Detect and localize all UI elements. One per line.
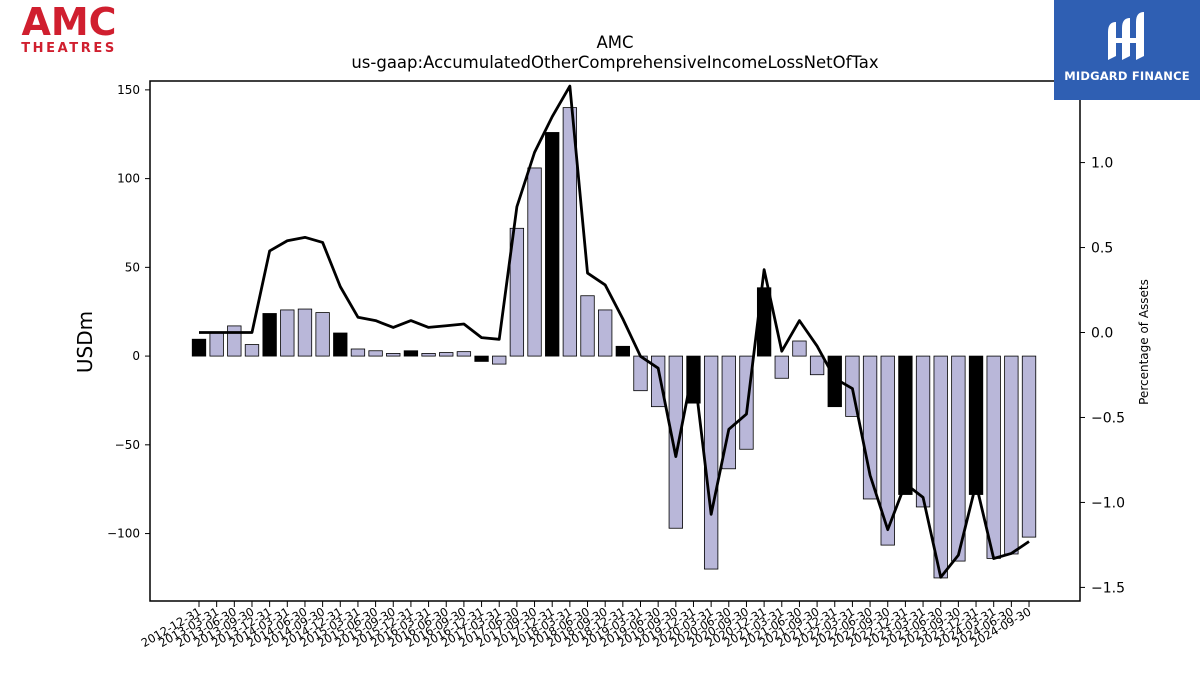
bar-2023-03-31 bbox=[915, 355, 931, 508]
bar-2017-06-30 bbox=[509, 227, 525, 357]
bar-2013-03-31 bbox=[209, 331, 224, 357]
bar-2017-09-30 bbox=[527, 167, 542, 357]
bar-2015-12-31 bbox=[403, 350, 419, 357]
amc-logo-wordmark: AMC bbox=[21, 4, 116, 44]
bar-2016-06-30 bbox=[439, 352, 454, 357]
bar-2019-06-30 bbox=[651, 355, 666, 408]
bar-2012-12-31 bbox=[191, 338, 207, 357]
bar-2018-03-31 bbox=[562, 107, 578, 357]
bar-2016-12-31 bbox=[474, 355, 489, 362]
bar-2016-03-31 bbox=[421, 353, 436, 357]
amc-logo-subtitle: THEATRES bbox=[21, 41, 117, 56]
y2-axis-label: Percentage of Assets bbox=[1137, 279, 1151, 405]
bar-2024-09-30 bbox=[1021, 355, 1037, 538]
bar-2021-09-30 bbox=[809, 355, 825, 376]
midgard-finance-logo: MIDGARD FINANCE bbox=[1054, 0, 1200, 100]
axes: 150100500−50−1001.00.50.0−0.5−1.0−1.5201… bbox=[107, 83, 1125, 650]
percentage-line bbox=[199, 84, 1030, 579]
bar-2020-03-31 bbox=[703, 355, 719, 570]
bar-2014-12-31 bbox=[333, 332, 348, 357]
bar-2023-06-30 bbox=[933, 355, 948, 579]
bar-2013-06-30 bbox=[227, 325, 242, 357]
bar-2021-06-30 bbox=[792, 340, 807, 357]
bar-2018-09-30 bbox=[598, 309, 613, 357]
bar-2023-12-31 bbox=[968, 355, 984, 495]
bar-2022-12-31 bbox=[898, 355, 913, 495]
bar-2017-12-31 bbox=[545, 132, 560, 357]
bar-2015-09-30 bbox=[386, 353, 401, 357]
bar-2021-03-31 bbox=[774, 355, 789, 379]
y-tick-label: −100 bbox=[107, 527, 140, 541]
y-tick-label: 100 bbox=[117, 172, 140, 186]
y2-tick-label: −0.5 bbox=[1091, 410, 1125, 426]
bar-2018-12-31 bbox=[615, 345, 630, 357]
bar-2019-09-30 bbox=[668, 355, 683, 529]
bar-2015-06-30 bbox=[368, 350, 383, 357]
midgard-mark-icon bbox=[1108, 12, 1144, 60]
chart-title: AMC bbox=[596, 33, 633, 52]
y2-tick-label: 0.0 bbox=[1091, 326, 1113, 342]
bar-2014-03-31 bbox=[280, 309, 295, 357]
y2-tick-label: −1.0 bbox=[1091, 495, 1125, 511]
bar-2014-09-30 bbox=[315, 312, 330, 357]
chart-subtitle: us-gaap:AccumulatedOtherComprehensiveInc… bbox=[351, 53, 879, 72]
bar-2017-03-31 bbox=[492, 355, 507, 365]
midgard-logo-name: MIDGARD FINANCE bbox=[1064, 69, 1190, 83]
y-tick-label: 150 bbox=[117, 83, 140, 97]
bar-2016-09-30 bbox=[456, 351, 472, 357]
amc-logo: AMC THEATRES bbox=[4, 0, 134, 56]
y2-tick-label: 1.0 bbox=[1091, 156, 1113, 172]
bar-2022-09-30 bbox=[880, 355, 895, 546]
bar-2013-09-30 bbox=[244, 344, 260, 357]
plot-frame bbox=[149, 80, 1081, 602]
bar-2014-06-30 bbox=[297, 308, 313, 357]
bar-2013-12-31 bbox=[262, 313, 277, 357]
bar-2019-03-31 bbox=[633, 355, 648, 392]
bar-2018-06-30 bbox=[580, 295, 595, 357]
y2-tick-label: −1.5 bbox=[1091, 580, 1125, 596]
y-tick-label: 50 bbox=[125, 260, 140, 274]
bar-2023-09-30 bbox=[951, 355, 966, 562]
y2-tick-label: 0.5 bbox=[1091, 241, 1113, 257]
y-axis-label: USDm bbox=[73, 311, 97, 373]
y-tick-label: −50 bbox=[115, 438, 140, 452]
bar-2024-06-30 bbox=[1004, 355, 1019, 555]
bar-2024-03-31 bbox=[986, 355, 1001, 559]
y-tick-label: 0 bbox=[132, 349, 140, 363]
bar-2015-03-31 bbox=[350, 348, 366, 357]
bars bbox=[191, 107, 1037, 579]
percentage-of-assets-line bbox=[199, 84, 1030, 579]
